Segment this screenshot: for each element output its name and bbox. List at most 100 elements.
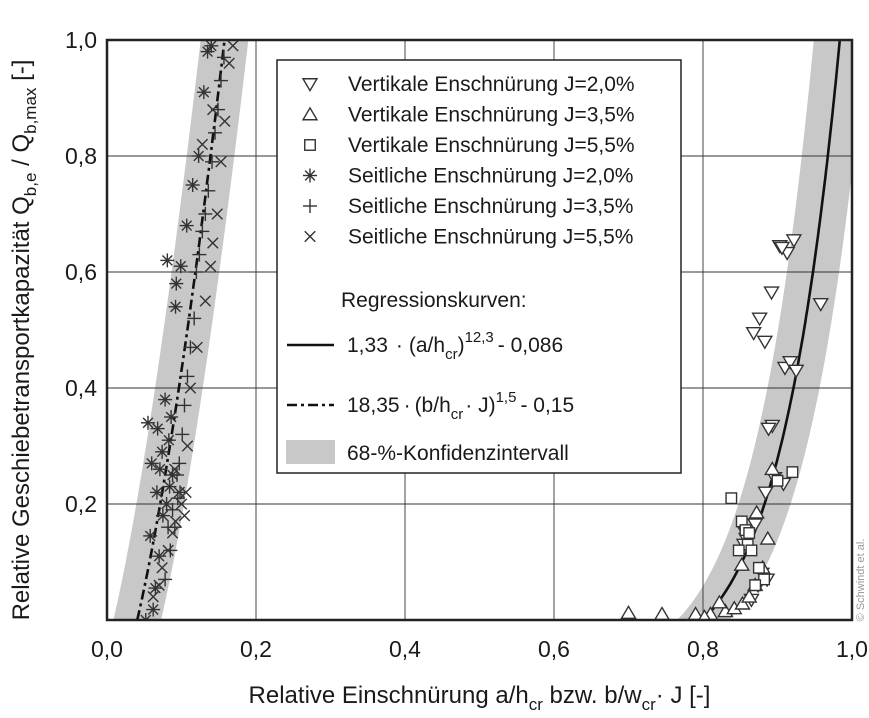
data-point-plus <box>180 369 195 384</box>
legend-marker-triangle-down <box>301 78 319 93</box>
data-point-triangle-up <box>748 504 765 519</box>
x-tick-label: 0,6 <box>538 636 570 662</box>
data-point-asterisk <box>162 479 177 494</box>
data-point-triangle-up <box>740 588 758 603</box>
data-point-plus <box>170 468 185 482</box>
data-point-asterisk <box>164 410 179 424</box>
legend-marker-plus <box>303 199 317 213</box>
data-point-plus <box>216 50 231 65</box>
data-point-square <box>771 474 784 487</box>
legend-regression-2: 18,35 · (b/hcr· J)1,5- 0,15 <box>347 389 574 423</box>
data-point-asterisk <box>161 433 176 448</box>
data-point-asterisk <box>150 421 165 436</box>
data-point-triangle-down <box>787 364 805 379</box>
data-point-cross <box>184 382 197 394</box>
data-point-plus <box>183 340 198 355</box>
plot-frame <box>105 38 854 622</box>
y-tick-label: 1,0 <box>65 27 97 53</box>
data-point-triangle-up <box>734 595 751 610</box>
confidence-bands <box>113 40 852 620</box>
legend-entry-label: Vertikale Enschnürung J=5,5% <box>348 134 635 157</box>
data-point-cross <box>207 103 219 116</box>
data-point-cross <box>215 156 227 168</box>
data-point-asterisk <box>179 218 194 233</box>
x-tick-label: 1,0 <box>836 636 868 662</box>
data-point-cross <box>147 591 159 603</box>
data-point-plus <box>208 125 223 140</box>
data-point-triangle-up <box>711 594 728 609</box>
data-point-cross <box>227 40 239 52</box>
legend-regression-1: 1,33 · (a/hcr)12,3- 0,086 <box>347 329 563 363</box>
data-point-square <box>725 492 738 505</box>
data-point-cross <box>162 544 174 557</box>
data-point-cross <box>211 208 224 220</box>
data-point-triangle-down <box>751 312 768 327</box>
data-point-asterisk <box>160 253 175 268</box>
data-point-asterisk <box>149 485 164 500</box>
data-point-triangle-up <box>653 606 671 620</box>
legend: Vertikale Enschnürung J=2,0% Vertikale En… <box>276 59 682 474</box>
data-point-cross <box>207 237 219 249</box>
y-tick-label: 0,2 <box>65 491 97 517</box>
x-tick-label: 0,2 <box>240 636 272 662</box>
data-point-cross <box>191 341 203 354</box>
data-point-square <box>752 561 765 574</box>
data-point-plus <box>198 207 213 221</box>
data-point-asterisk <box>138 613 153 620</box>
data-point-triangle-up <box>759 530 777 545</box>
data-point-cross <box>218 115 231 127</box>
data-point-asterisk <box>173 259 188 274</box>
legend-entry-label: Seitliche Enschnürung J=2,0% <box>348 165 633 188</box>
data-point-plus <box>165 502 180 517</box>
legend-entries: Vertikale Enschnürung J=2,0% Vertikale En… <box>301 73 635 249</box>
confidence-band-1 <box>677 40 852 620</box>
data-point-cross <box>166 527 179 539</box>
data-point-asterisk <box>140 415 155 430</box>
data-point-square <box>745 544 758 557</box>
data-point-plus <box>187 311 202 326</box>
data-point-cross <box>153 579 165 591</box>
data-point-asterisk <box>144 456 159 471</box>
data-point-cross <box>204 260 217 272</box>
legend-entry-label: Vertikale Enschnürung J=3,5% <box>348 104 635 127</box>
data-point-triangle-up <box>698 609 711 620</box>
data-point-plus <box>161 520 176 535</box>
data-point-triangle-down <box>756 335 774 350</box>
data-point-triangle-down <box>773 241 791 256</box>
axis-ticks: 0,0 0,2 0,4 0,6 0,8 1,0 0,2 0,4 0,6 0,8 1,0 <box>65 27 868 662</box>
legend-marker-triangle-up <box>301 106 319 121</box>
series-5 <box>158 50 231 587</box>
data-point-asterisk <box>169 276 184 291</box>
data-point-asterisk <box>168 299 183 314</box>
data-point-cross <box>169 463 181 475</box>
data-point-triangle-up <box>620 605 637 619</box>
legend-marker-square <box>304 139 316 151</box>
data-point-triangle-down <box>760 422 777 437</box>
data-point-asterisk <box>196 85 211 100</box>
data-point-cross <box>223 57 235 69</box>
y-axis-label: Relative Geschiebetransportkapazität Qb,… <box>8 60 40 621</box>
data-point-cross <box>178 509 191 522</box>
data-point-plus <box>189 265 204 279</box>
legend-marker-asterisk <box>303 168 317 183</box>
legend-entry-label: Vertikale Enschnürung J=2,0% <box>348 73 635 96</box>
data-point-plus <box>177 398 192 413</box>
data-point-cross <box>173 486 186 499</box>
data-point-plus <box>158 572 173 587</box>
data-point-triangle-up <box>764 461 781 476</box>
copyright-note: © Schwindt et al. <box>855 539 867 622</box>
data-point-triangle-down <box>746 518 764 533</box>
data-point-triangle-down <box>757 486 774 501</box>
data-point-asterisk <box>143 528 158 543</box>
data-point-asterisk <box>155 508 170 523</box>
data-point-plus <box>163 543 178 558</box>
legend-band-label: 68-%-Konfidenzintervall <box>347 442 569 465</box>
y-tick-label: 0,6 <box>65 259 97 285</box>
data-point-plus <box>201 183 216 198</box>
data-point-plus <box>205 154 220 169</box>
data-point-square <box>732 544 745 557</box>
data-point-asterisk <box>155 444 170 459</box>
data-point-plus <box>192 247 207 262</box>
data-point-cross <box>199 295 212 307</box>
